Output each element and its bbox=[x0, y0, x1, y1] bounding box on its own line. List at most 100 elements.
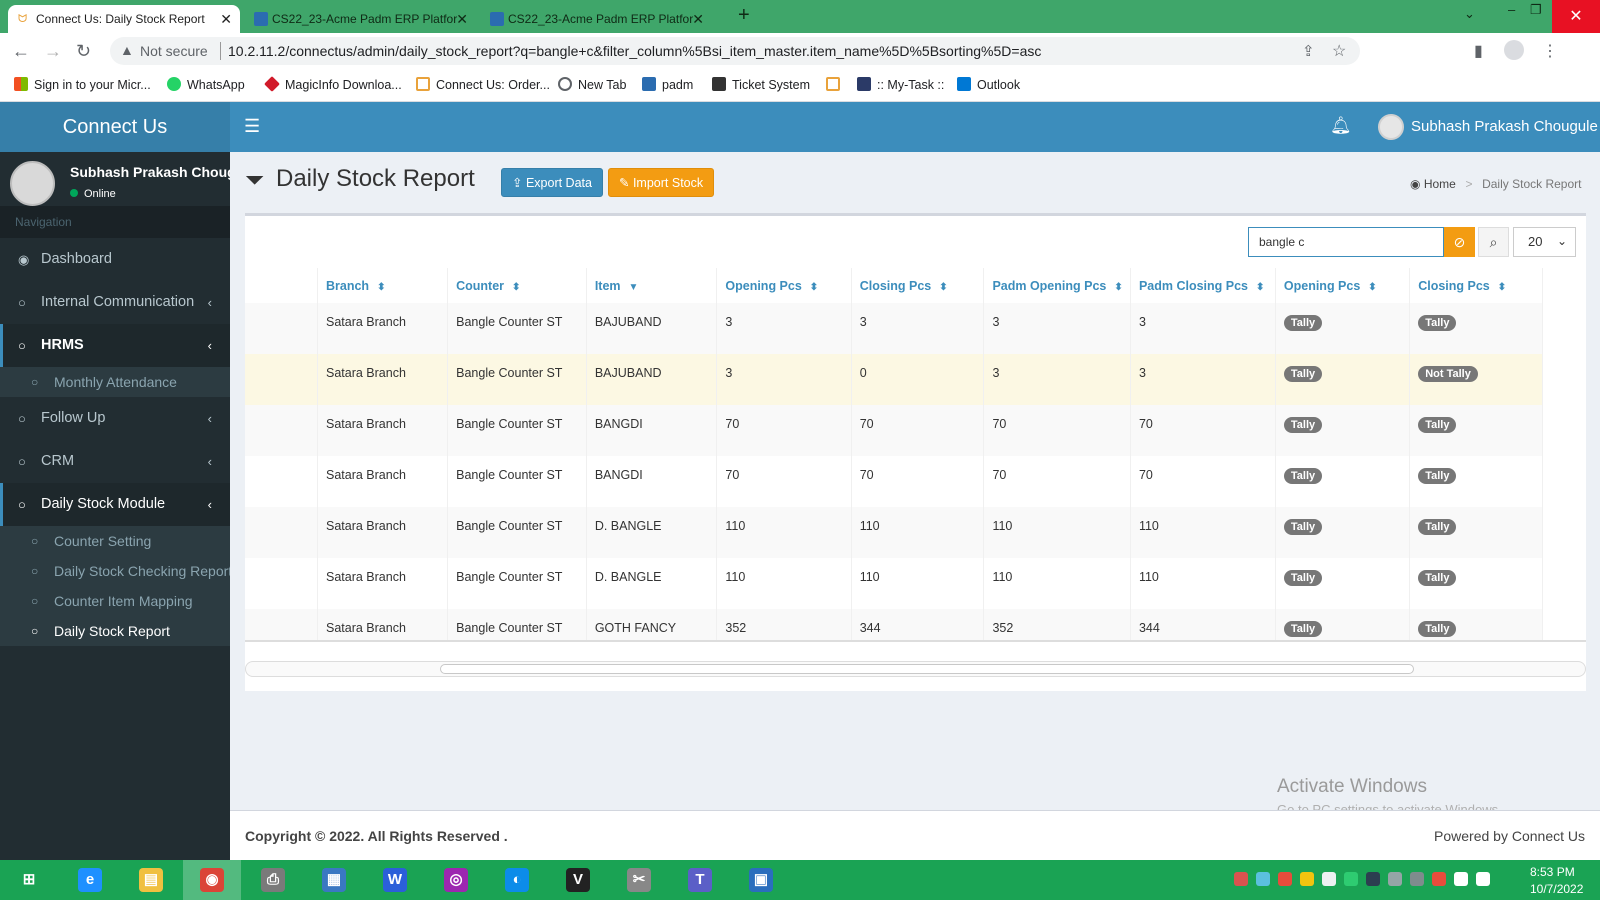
side-panel-icon[interactable]: ▮ bbox=[1474, 43, 1483, 60]
bookmark-magicinfo[interactable]: MagicInfo Downloa... bbox=[264, 76, 402, 92]
omnibox[interactable]: ▲ Not secure 10.2.11.2/connectus/admin/d… bbox=[110, 37, 1360, 65]
tray-app-icon[interactable] bbox=[1278, 872, 1292, 886]
minimize-icon[interactable]: – bbox=[1508, 2, 1516, 17]
column-header-opening-pcs[interactable]: Opening Pcs ⬍ bbox=[716, 268, 852, 303]
taskbar-printer-app[interactable]: ⎙ bbox=[244, 860, 302, 900]
sidebar-item-crm[interactable]: ○ CRM ‹ bbox=[0, 440, 230, 483]
bookmark-star-icon[interactable]: ☆ bbox=[1332, 43, 1347, 60]
column-header-closing-pcs[interactable]: Closing Pcs ⬍ bbox=[851, 268, 985, 303]
browser-menu-icon[interactable]: ⋮ bbox=[1542, 43, 1558, 60]
column-header-padm-opening-pcs[interactable]: Padm Opening Pcs ⬍ bbox=[983, 268, 1131, 303]
user-avatar[interactable] bbox=[1378, 114, 1404, 140]
sidebar-subitem-counter-setting[interactable]: ○ Counter Setting bbox=[0, 526, 230, 556]
taskbar-camera-app[interactable]: ◎ bbox=[427, 860, 485, 900]
top-user-name[interactable]: Subhash Prakash Chougule bbox=[1411, 118, 1598, 135]
bookmark-connect-us-order[interactable]: Connect Us: Order... bbox=[416, 77, 550, 92]
bookmark-padm[interactable]: padm bbox=[642, 77, 693, 92]
page-size-select[interactable]: 20 ⌄ bbox=[1513, 227, 1576, 257]
share-icon[interactable]: ⇪ bbox=[1302, 43, 1315, 60]
tray-app-icon[interactable] bbox=[1432, 872, 1446, 886]
reload-icon[interactable]: ↻ bbox=[76, 41, 92, 61]
taskbar-wps-writer[interactable]: W bbox=[366, 860, 424, 900]
close-tab-icon[interactable]: ✕ bbox=[456, 11, 468, 27]
tray-app-icon[interactable] bbox=[1234, 872, 1248, 886]
bookmark-whatsapp[interactable]: WhatsApp bbox=[167, 77, 245, 92]
column-header-item[interactable]: Item ▼ bbox=[586, 268, 718, 303]
tray-app-icon[interactable] bbox=[1366, 872, 1380, 886]
window-close-icon[interactable]: ✕ bbox=[1552, 0, 1600, 33]
horizontal-scrollbar[interactable] bbox=[245, 661, 1586, 677]
tray-app-icon[interactable] bbox=[1322, 872, 1336, 886]
column-header-closing-status[interactable]: Closing Pcs ⬍ bbox=[1409, 268, 1543, 303]
sidebar-subitem-counter-item-mapping[interactable]: ○ Counter Item Mapping bbox=[0, 586, 230, 616]
clock-date[interactable]: 10/7/2022 bbox=[1530, 882, 1584, 896]
taskbar-remote-desktop[interactable]: ▣ bbox=[732, 860, 790, 900]
sidebar-item-internal-communication[interactable]: ○ Internal Communication ‹ bbox=[0, 281, 230, 324]
notification-bell-icon[interactable]: 🔔︎ bbox=[1330, 116, 1352, 135]
taskbar-internet-explorer[interactable]: e bbox=[61, 860, 119, 900]
back-arrow-icon[interactable]: ← bbox=[12, 41, 30, 61]
bookmark-new-tab[interactable]: New Tab bbox=[558, 77, 626, 92]
search-input[interactable] bbox=[1248, 227, 1444, 257]
restore-icon[interactable]: ❐ bbox=[1530, 2, 1542, 17]
tray-app-icon[interactable] bbox=[1344, 872, 1358, 886]
sidebar-subitem-monthly-attendance[interactable]: ○ Monthly Attendance bbox=[0, 367, 230, 397]
scrollbar-thumb[interactable] bbox=[440, 664, 1414, 674]
bookmark-outlook[interactable]: Outlook bbox=[957, 77, 1020, 92]
sidebar-item-follow-up[interactable]: ○ Follow Up ‹ bbox=[0, 397, 230, 440]
profile-icon[interactable] bbox=[1504, 40, 1524, 60]
search-icon[interactable]: ⌕ bbox=[1478, 227, 1509, 257]
sidebar-item-daily-stock-module[interactable]: ○ Daily Stock Module ‹ bbox=[0, 483, 230, 526]
forward-arrow-icon[interactable]: → bbox=[44, 41, 62, 61]
bookmark-my-task[interactable]: :: My-Task :: bbox=[857, 77, 944, 92]
export-data-button[interactable]: ⇪ Export Data bbox=[501, 168, 603, 197]
taskbar-windows-start[interactable]: ⊞ bbox=[0, 860, 58, 900]
import-stock-button[interactable]: ✎ Import Stock bbox=[608, 168, 715, 197]
tray-app-icon[interactable] bbox=[1388, 872, 1402, 886]
taskbar-file-explorer[interactable]: ▤ bbox=[122, 860, 180, 900]
taskbar-chrome[interactable]: ◉ bbox=[183, 860, 241, 900]
clock-time[interactable]: 8:53 PM bbox=[1530, 865, 1575, 879]
sidebar-subitem-daily-stock-report[interactable]: ○ Daily Stock Report bbox=[0, 616, 230, 646]
close-tab-icon[interactable]: ✕ bbox=[220, 11, 232, 27]
taskbar-teams[interactable]: T bbox=[671, 860, 729, 900]
tray-app-icon[interactable] bbox=[1256, 872, 1270, 886]
tab-search-chevron-icon[interactable]: ⌄ bbox=[1464, 6, 1475, 21]
app-logo[interactable]: Connect Us bbox=[0, 102, 230, 152]
bookmark-microsoft[interactable]: Sign in to your Micr... bbox=[14, 77, 151, 92]
table-scroll-area[interactable]: Branch ⬍ Counter ⬍ Item ▼ Opening Pcs ⬍ Clos… bbox=[245, 268, 1586, 642]
new-tab-icon[interactable]: + bbox=[738, 4, 750, 26]
taskbar-edge[interactable]: ◐ bbox=[488, 860, 546, 900]
column-header-branch[interactable]: Branch ⬍ bbox=[317, 268, 449, 303]
sidebar-toggle-icon[interactable]: ☰ bbox=[244, 116, 261, 136]
tab-padm-erp-2[interactable]: CS22_23-Acme Padm ERP Platfor ✕ bbox=[480, 5, 712, 33]
column-header-opening-status[interactable]: Opening Pcs ⬍ bbox=[1275, 268, 1411, 303]
tray-app-icon[interactable] bbox=[1300, 872, 1314, 886]
speaker-icon[interactable] bbox=[1476, 872, 1490, 886]
bookmark-ticket-system[interactable]: Ticket System bbox=[712, 77, 810, 92]
column-header-counter[interactable]: Counter ⬍ bbox=[447, 268, 587, 303]
breadcrumb-home[interactable]: Home bbox=[1423, 177, 1456, 191]
column-header-padm-closing-pcs[interactable]: Padm Closing Pcs ⬍ bbox=[1130, 268, 1276, 303]
url-text[interactable]: 10.2.11.2/connectus/admin/daily_stock_re… bbox=[228, 43, 1042, 59]
clear-search-icon[interactable]: ⊘ bbox=[1444, 227, 1475, 257]
column-header-name[interactable] bbox=[245, 268, 318, 303]
tab-daily-stock-report[interactable]: ᗢ Connect Us: Daily Stock Report ✕ bbox=[8, 5, 240, 33]
tab-padm-erp-1[interactable]: CS22_23-Acme Padm ERP Platfor ✕ bbox=[244, 5, 476, 33]
tray-app-icon[interactable] bbox=[1410, 872, 1424, 886]
sidebar-item-dashboard[interactable]: ◉ Dashboard bbox=[0, 238, 230, 281]
bookmark-connect-us[interactable] bbox=[826, 77, 846, 92]
sidebar-item-hrms[interactable]: ○ HRMS ‹ bbox=[0, 324, 230, 367]
sidebar-subitem-daily-stock-checking-report[interactable]: ○ Daily Stock Checking Report bbox=[0, 556, 230, 586]
taskbar-network-app[interactable]: ▦ bbox=[305, 860, 363, 900]
close-tab-icon[interactable]: ✕ bbox=[692, 11, 704, 27]
network-icon[interactable] bbox=[1454, 872, 1468, 886]
taskbar-vnc-viewer[interactable]: V bbox=[549, 860, 607, 900]
